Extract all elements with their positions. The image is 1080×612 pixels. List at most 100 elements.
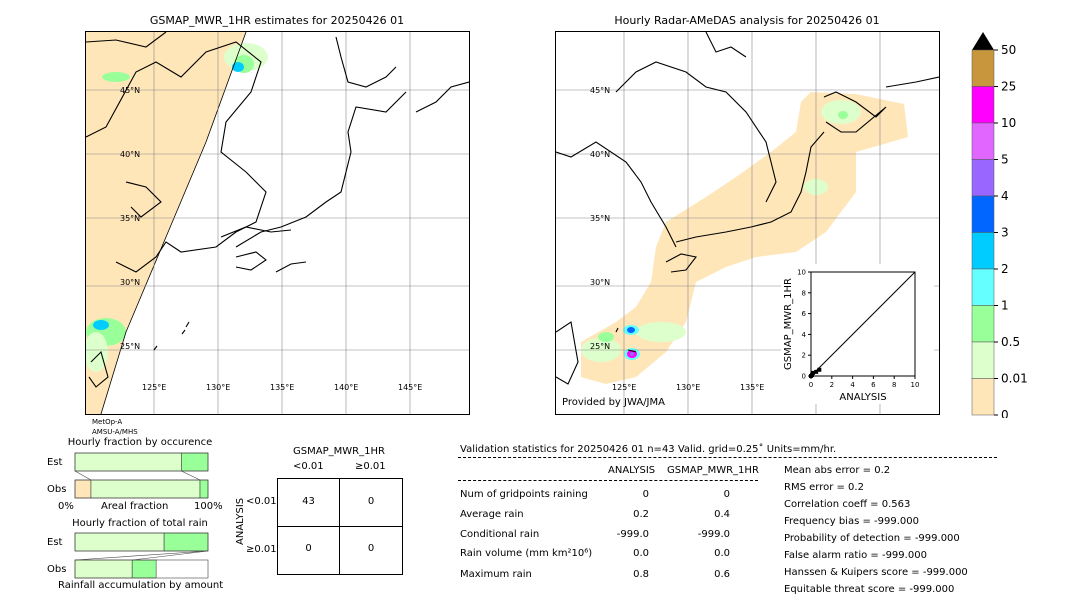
left-map-canvas: 45°N 40°N 35°N 30°N 25°N 125°E 130°E 135… — [86, 32, 469, 414]
colorbar-segment — [971, 378, 995, 416]
stat-analysis: 0.0 — [633, 548, 649, 559]
lat-label: 25°N — [120, 342, 140, 351]
score-far: False alarm ratio = -999.000 — [784, 550, 927, 561]
sensor-line-2: AMSU-A/MHS — [92, 428, 138, 436]
colorbar-segment — [971, 268, 995, 306]
colorbar-segment — [971, 195, 995, 233]
ct-row-axis: ANALYSIS — [235, 497, 246, 545]
stat-gsmap: 0.4 — [714, 509, 730, 520]
colorbar-label: 0 — [1001, 408, 1009, 418]
lat-label: 40°N — [590, 150, 610, 159]
scatter-point — [814, 369, 819, 374]
colorbar-label: 2 — [1001, 262, 1009, 276]
validation-subdivider — [458, 480, 758, 481]
ct-col-ge: ≥0.01 — [355, 461, 386, 472]
lon-label: 130°E — [676, 383, 700, 392]
stat-label: Conditional rain — [460, 529, 540, 540]
lon-label: 135°E — [740, 383, 764, 392]
lat-label: 25°N — [590, 342, 610, 351]
occ-obs-label: Obs — [47, 484, 67, 495]
sensor-line-1: MetOp-A — [92, 418, 123, 426]
ct-col-lt: <0.01 — [293, 461, 324, 472]
rain-patch — [636, 322, 686, 342]
fraction-bar-outline — [74, 559, 209, 579]
score-rms: RMS error = 0.2 — [784, 482, 864, 493]
stat-label: Average rain — [460, 509, 524, 520]
right-map-canvas: 45°N 40°N 35°N 30°N 25°N 125°E 130°E 135… — [556, 32, 939, 414]
totalrain-title: Hourly fraction of total rain — [72, 518, 208, 529]
score-pod: Probability of detection = -999.000 — [784, 533, 960, 544]
right-map: 45°N 40°N 35°N 30°N 25°N 125°E 130°E 135… — [555, 31, 940, 415]
right-map-coastline — [556, 32, 939, 385]
sensor-label: MetOp-A AMSU-A/MHS — [92, 417, 138, 437]
ct-cell: 0 — [367, 496, 375, 507]
scatter-xtick-label: 2 — [830, 381, 834, 389]
scatter-ytick-label: 4 — [802, 331, 807, 339]
left-map-gridlines — [86, 32, 469, 414]
colorbar-segment — [971, 49, 995, 87]
rain-patch — [838, 111, 848, 119]
ct-cell: 43 — [302, 496, 315, 507]
score-list: Mean abs error = 0.2 RMS error = 0.2 Cor… — [784, 462, 968, 598]
fraction-bar-segment — [74, 532, 165, 552]
stat-gsmap: 0.0 — [714, 548, 730, 559]
lat-label: 35°N — [120, 214, 140, 223]
fraction-bar-segment — [74, 559, 133, 579]
colorbar-label: 25 — [1001, 80, 1016, 94]
fraction-bar-segment — [199, 479, 209, 499]
ct-row-ge: ≥0.01 — [246, 544, 277, 555]
fraction-bar-segment — [181, 452, 209, 472]
stat-analysis: 0 — [642, 489, 649, 500]
scatter-ytick-label: 0 — [802, 373, 806, 381]
occ-tick-right: 100% — [194, 501, 223, 512]
totalrain-bars — [74, 532, 209, 579]
scatter-xtick-label: 10 — [911, 381, 920, 389]
fraction-connector — [74, 550, 209, 561]
occ-xlabel: Areal fraction — [101, 501, 169, 512]
stat-label: Num of gridpoints raining — [460, 489, 588, 500]
colorbar-extend-arrow — [972, 32, 994, 50]
lon-label: 145°E — [398, 383, 422, 392]
scatter-xtick-label: 6 — [871, 381, 876, 389]
rain-est-label: Est — [47, 537, 63, 548]
colorbar-label: 5 — [1001, 153, 1009, 167]
lon-label: 135°E — [270, 383, 294, 392]
score-hk: Hanssen & Kuipers score = -999.000 — [784, 567, 968, 578]
stat-analysis: 0.8 — [633, 569, 649, 580]
ct-row-lt: <0.01 — [246, 496, 277, 507]
score-mae: Mean abs error = 0.2 — [784, 465, 891, 476]
colorbar-label: 0.5 — [1001, 335, 1020, 349]
left-map-title: GSMAP_MWR_1HR estimates for 20250426 01 — [149, 14, 405, 27]
scatter-ylabel: GSMAP_MWR_1HR — [783, 278, 794, 370]
scatter-ytick-label: 10 — [797, 269, 806, 277]
lon-label: 125°E — [142, 383, 166, 392]
lat-label: 35°N — [590, 214, 610, 223]
colorbar-label: 50 — [1001, 43, 1016, 57]
fraction-bar-segment — [90, 479, 201, 499]
rain-patch — [627, 327, 635, 333]
fraction-bar-segment — [74, 452, 182, 472]
fraction-bar-outline — [74, 532, 209, 552]
scatter-xtick-label: 8 — [892, 381, 896, 389]
fraction-connector — [181, 470, 201, 481]
fraction-connector — [74, 470, 92, 481]
lat-label: 30°N — [590, 278, 610, 287]
scatter-ytick-label: 6 — [802, 310, 807, 318]
stat-gsmap: 0 — [723, 489, 730, 500]
colorbar-segment — [971, 341, 995, 379]
scatter-inset: 0 2 4 6 8 10 0 2 4 6 8 10 ANALYSIS GSMAP_MWR_1HR — [781, 264, 934, 404]
rain-patch — [93, 320, 109, 330]
stat-label: Rain volume (mm km²10⁶) — [460, 548, 593, 559]
fraction-bar-segment — [74, 479, 92, 499]
rain-patch — [232, 62, 244, 72]
validation-header: Validation statistics for 20250426 01 n=… — [460, 444, 837, 455]
lat-label: 45°N — [120, 86, 140, 95]
swath-area — [86, 32, 246, 414]
rain-patch — [598, 332, 614, 342]
stat-analysis: -999.0 — [616, 529, 649, 540]
scatter-xtick-label: 4 — [850, 381, 855, 389]
fraction-bar-outline — [74, 479, 209, 499]
left-map-coastline — [86, 32, 469, 388]
colorbar-segment — [971, 305, 995, 343]
fraction-connector — [132, 550, 209, 561]
